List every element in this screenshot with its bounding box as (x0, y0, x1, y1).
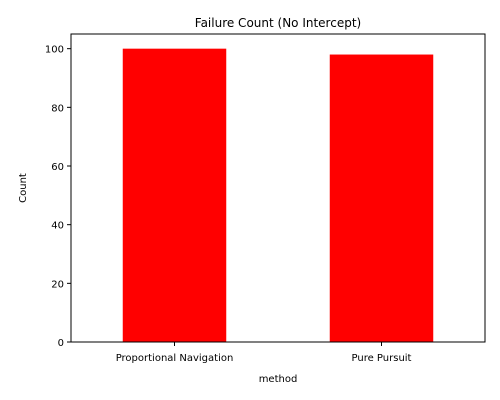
bar-1 (329, 54, 434, 343)
y-tick-label: 80 (51, 103, 64, 114)
bar-0 (122, 48, 227, 343)
y-axis-label: Count (18, 173, 29, 203)
y-tick-label: 100 (45, 45, 64, 56)
y-tick-label: 0 (58, 338, 64, 349)
y-tick-label: 60 (51, 162, 64, 173)
y-tick-label: 40 (51, 221, 64, 232)
y-tick-label: 20 (51, 279, 64, 290)
bars-group (122, 48, 434, 343)
y-axis-ticks: 0 20 40 60 80 100 (45, 45, 71, 349)
x-axis-ticks: Proportional Navigation Pure Pursuit (116, 342, 412, 364)
x-tick-label: Proportional Navigation (116, 353, 234, 364)
x-tick-label: Pure Pursuit (352, 353, 412, 364)
chart-title: Failure Count (No Intercept) (195, 16, 361, 30)
plot-frame (70, 33, 486, 343)
x-axis-label: method (259, 374, 298, 385)
